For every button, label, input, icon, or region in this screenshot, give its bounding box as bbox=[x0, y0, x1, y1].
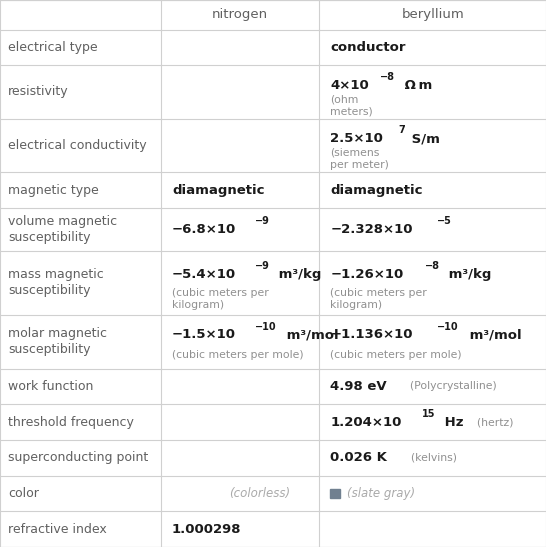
Text: Ω m: Ω m bbox=[400, 79, 432, 91]
Text: diamagnetic: diamagnetic bbox=[330, 184, 423, 196]
Text: m³/kg: m³/kg bbox=[444, 268, 491, 281]
Text: refractive index: refractive index bbox=[8, 522, 107, 536]
Bar bbox=[330, 488, 340, 498]
Text: −5.4×10: −5.4×10 bbox=[172, 268, 236, 281]
Text: beryllium: beryllium bbox=[401, 8, 464, 21]
Text: mass magnetic
susceptibility: mass magnetic susceptibility bbox=[8, 269, 104, 298]
Text: (kelvins): (kelvins) bbox=[403, 453, 456, 463]
Text: (colorless): (colorless) bbox=[229, 487, 290, 500]
Text: molar magnetic
susceptibility: molar magnetic susceptibility bbox=[8, 327, 107, 356]
Text: (siemens
per meter): (siemens per meter) bbox=[330, 148, 389, 170]
Text: S/m: S/m bbox=[407, 132, 440, 145]
Text: −10: −10 bbox=[437, 322, 459, 331]
Text: −1.26×10: −1.26×10 bbox=[330, 268, 403, 281]
Text: diamagnetic: diamagnetic bbox=[172, 184, 264, 196]
Text: 0.026 K: 0.026 K bbox=[330, 451, 387, 464]
Text: electrical type: electrical type bbox=[8, 41, 98, 54]
Text: −5: −5 bbox=[437, 216, 452, 226]
Text: m³/mol: m³/mol bbox=[465, 328, 521, 341]
Text: nitrogen: nitrogen bbox=[212, 8, 268, 21]
Text: −1.5×10: −1.5×10 bbox=[172, 328, 236, 341]
Text: (cubic meters per mole): (cubic meters per mole) bbox=[330, 350, 462, 360]
Text: m³/mol: m³/mol bbox=[282, 328, 339, 341]
Text: −9: −9 bbox=[255, 216, 270, 226]
Text: work function: work function bbox=[8, 380, 93, 393]
Text: volume magnetic
susceptibility: volume magnetic susceptibility bbox=[8, 215, 117, 244]
Text: 1.000298: 1.000298 bbox=[172, 522, 241, 536]
Text: 2.5×10: 2.5×10 bbox=[330, 132, 383, 145]
Text: 1.204×10: 1.204×10 bbox=[330, 416, 402, 429]
Text: (hertz): (hertz) bbox=[470, 417, 514, 427]
Text: (slate gray): (slate gray) bbox=[347, 487, 415, 500]
Text: color: color bbox=[8, 487, 39, 500]
Text: −6.8×10: −6.8×10 bbox=[172, 223, 236, 236]
Text: −9: −9 bbox=[255, 261, 270, 271]
Text: (ohm
meters): (ohm meters) bbox=[330, 94, 373, 117]
Text: (cubic meters per mole): (cubic meters per mole) bbox=[172, 350, 304, 360]
Text: m³/kg: m³/kg bbox=[274, 268, 321, 281]
Text: (Polycrystalline): (Polycrystalline) bbox=[403, 381, 497, 392]
Text: magnetic type: magnetic type bbox=[8, 184, 99, 196]
Text: resistivity: resistivity bbox=[8, 85, 69, 98]
Text: −10: −10 bbox=[254, 322, 276, 331]
Text: 7: 7 bbox=[399, 125, 405, 135]
Text: −8: −8 bbox=[425, 261, 440, 271]
Text: (cubic meters per
kilogram): (cubic meters per kilogram) bbox=[172, 288, 269, 310]
Text: Hz: Hz bbox=[440, 416, 464, 429]
Text: (cubic meters per
kilogram): (cubic meters per kilogram) bbox=[330, 288, 427, 310]
Text: electrical conductivity: electrical conductivity bbox=[8, 139, 147, 152]
Text: 4.98 eV: 4.98 eV bbox=[330, 380, 387, 393]
Text: superconducting point: superconducting point bbox=[8, 451, 149, 464]
Text: conductor: conductor bbox=[330, 41, 406, 54]
Text: −8: −8 bbox=[381, 72, 395, 82]
Text: 15: 15 bbox=[423, 409, 436, 419]
Text: 4×10: 4×10 bbox=[330, 79, 369, 91]
Text: threshold frequency: threshold frequency bbox=[8, 416, 134, 429]
Text: −1.136×10: −1.136×10 bbox=[330, 328, 413, 341]
Text: −2.328×10: −2.328×10 bbox=[330, 223, 413, 236]
